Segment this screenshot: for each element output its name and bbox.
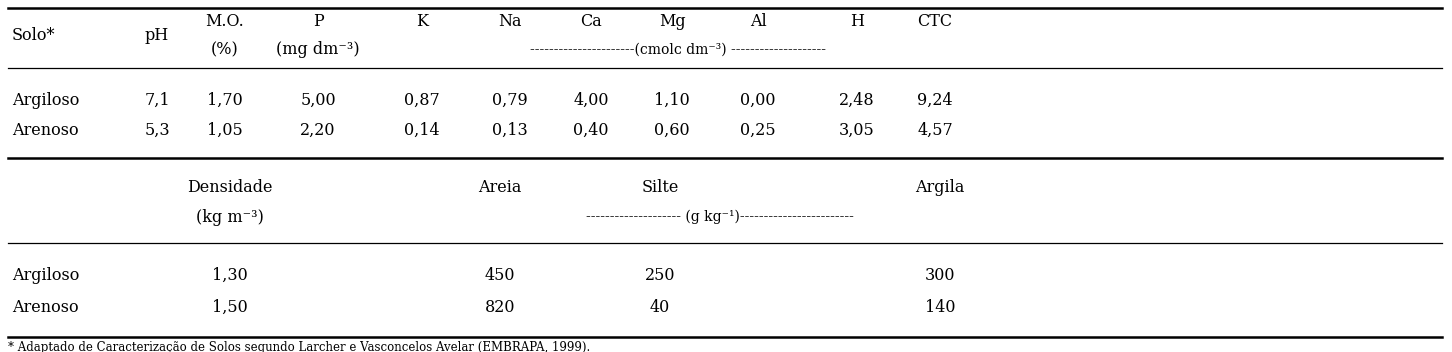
Text: Ca: Ca <box>581 13 603 31</box>
Text: Al: Al <box>749 13 767 31</box>
Text: H: H <box>849 13 864 31</box>
Text: 4,57: 4,57 <box>918 121 953 138</box>
Text: pH: pH <box>145 27 168 44</box>
Text: (mg dm⁻³): (mg dm⁻³) <box>276 42 360 58</box>
Text: 3,05: 3,05 <box>839 121 876 138</box>
Text: Na: Na <box>498 13 521 31</box>
Text: 820: 820 <box>485 298 515 315</box>
Text: 300: 300 <box>925 266 955 283</box>
Text: 0,00: 0,00 <box>741 92 775 108</box>
Text: Mg: Mg <box>659 13 685 31</box>
Text: 1,70: 1,70 <box>208 92 242 108</box>
Text: 1,10: 1,10 <box>653 92 690 108</box>
Text: 140: 140 <box>925 298 955 315</box>
Text: 0,13: 0,13 <box>492 121 529 138</box>
Text: 0,60: 0,60 <box>655 121 690 138</box>
Text: 1,05: 1,05 <box>208 121 242 138</box>
Text: 0,87: 0,87 <box>404 92 440 108</box>
Text: Silte: Silte <box>642 178 678 195</box>
Text: Arenoso: Arenoso <box>12 121 78 138</box>
Text: 7,1: 7,1 <box>144 92 170 108</box>
Text: 0,40: 0,40 <box>574 121 608 138</box>
Text: Argila: Argila <box>915 178 964 195</box>
Text: ----------------------(cmolᴄ dm⁻³) --------------------: ----------------------(cmolᴄ dm⁻³) -----… <box>530 43 826 57</box>
Text: (%): (%) <box>211 42 240 58</box>
Text: P: P <box>312 13 324 31</box>
Text: 250: 250 <box>645 266 675 283</box>
Text: (kg m⁻³): (kg m⁻³) <box>196 208 264 226</box>
Text: Areia: Areia <box>478 178 521 195</box>
Text: 0,25: 0,25 <box>741 121 775 138</box>
Text: CTC: CTC <box>918 13 953 31</box>
Text: 1,30: 1,30 <box>212 266 248 283</box>
Text: 2,20: 2,20 <box>301 121 335 138</box>
Text: 5,00: 5,00 <box>301 92 335 108</box>
Text: -------------------- (g kg⁻¹)------------------------: -------------------- (g kg⁻¹)-----------… <box>587 210 854 224</box>
Text: 40: 40 <box>650 298 671 315</box>
Text: Solo*: Solo* <box>12 27 55 44</box>
Text: 0,14: 0,14 <box>404 121 440 138</box>
Text: Densidade: Densidade <box>187 178 273 195</box>
Text: M.O.: M.O. <box>206 13 244 31</box>
Text: 450: 450 <box>485 266 515 283</box>
Text: Argiloso: Argiloso <box>12 92 80 108</box>
Text: 0,79: 0,79 <box>492 92 529 108</box>
Text: Arenoso: Arenoso <box>12 298 78 315</box>
Text: Argiloso: Argiloso <box>12 266 80 283</box>
Text: K: K <box>417 13 428 31</box>
Text: * Adaptado de Caracterização de Solos segundo Larcher e Vasconcelos Avelar (EMBR: * Adaptado de Caracterização de Solos se… <box>9 340 591 352</box>
Text: 2,48: 2,48 <box>839 92 874 108</box>
Text: 5,3: 5,3 <box>144 121 170 138</box>
Text: 4,00: 4,00 <box>574 92 608 108</box>
Text: 1,50: 1,50 <box>212 298 248 315</box>
Text: 9,24: 9,24 <box>918 92 953 108</box>
